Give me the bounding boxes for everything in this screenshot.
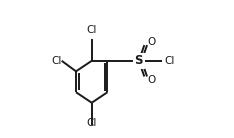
Text: Cl: Cl [165, 56, 175, 66]
Text: Cl: Cl [51, 56, 62, 66]
Text: O: O [147, 75, 155, 85]
Text: Cl: Cl [87, 25, 97, 35]
Text: O: O [147, 37, 155, 47]
Text: S: S [135, 54, 143, 67]
Text: Cl: Cl [87, 118, 97, 128]
